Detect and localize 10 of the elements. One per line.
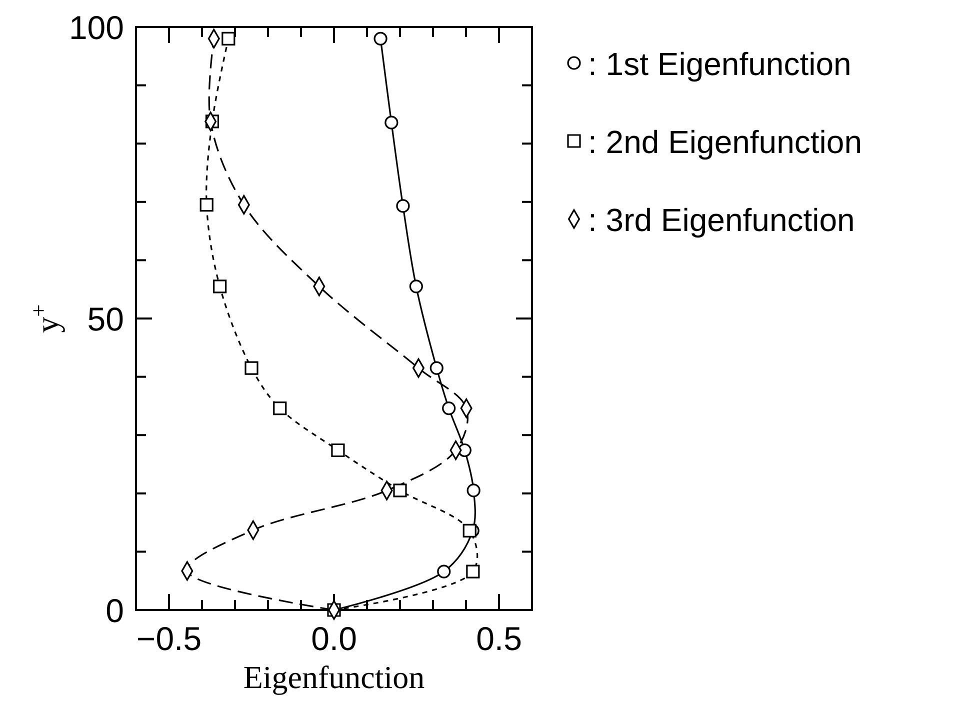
x-axis-title: Eigenfunction [243,659,425,695]
x-tick-label: −0.5 [136,620,202,657]
y-tick-label: 50 [87,300,124,338]
y-tick-label: 100 [68,9,124,46]
x-tick-label: 0.0 [311,620,357,657]
y-tick-label: 0 [106,592,124,629]
x-tick-label: 0.5 [476,620,522,657]
legend-label: : 2nd Eigenfunction [588,124,862,160]
legend-label: : 1st Eigenfunction [588,46,852,82]
legend-label: : 3rd Eigenfunction [588,202,855,238]
